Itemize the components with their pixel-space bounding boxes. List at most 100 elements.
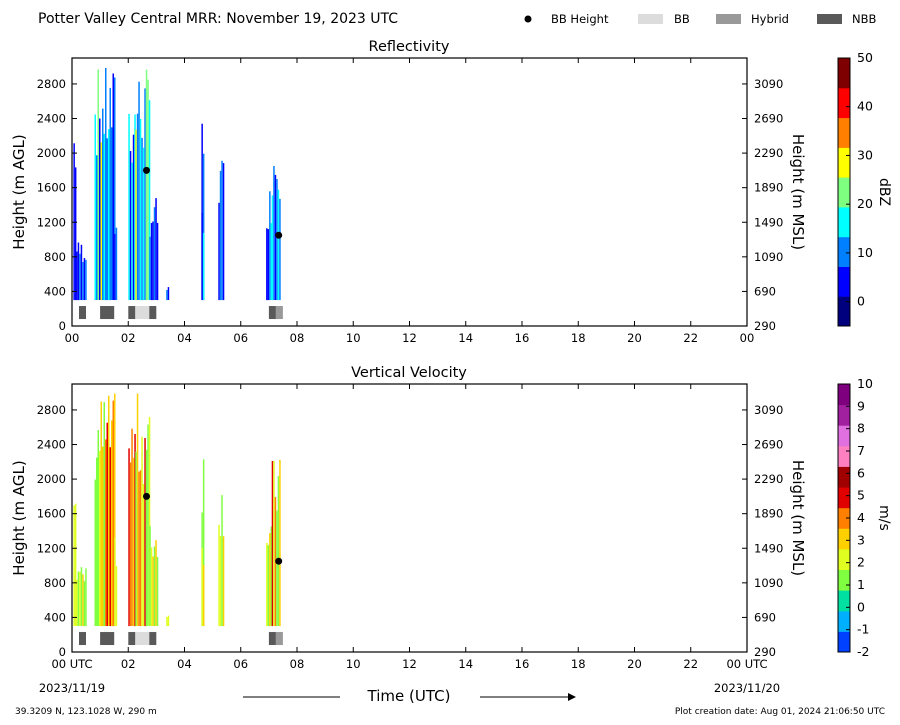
colorbar-tick-label: 2 — [857, 555, 865, 570]
legend-label-hybrid: Hybrid — [751, 12, 789, 26]
vertical-velocity-frame — [71, 383, 748, 653]
echo-strip — [83, 258, 86, 301]
bb-class-segment — [100, 306, 115, 320]
echo-strip — [145, 449, 148, 627]
echo-column — [201, 123, 205, 301]
bb-class-segment — [268, 632, 276, 646]
y-tick-right-label: 290 — [754, 319, 776, 333]
x-tick-label: 04 — [177, 331, 192, 345]
reflectivity-ylabel: Height (m AGL) — [10, 134, 28, 249]
y-tick-label: 2400 — [37, 438, 66, 452]
echo-strip — [128, 113, 130, 301]
echo-strip — [111, 127, 113, 300]
echo-strip — [202, 232, 205, 300]
vertical-velocity-axes: 00 UTC 02 04 06 08 10 12 14 16 18 20 22 00 UTC040080… — [37, 384, 783, 671]
echo-strip — [114, 77, 116, 301]
legend-label-bb-height: BB Height — [551, 12, 609, 26]
echo-strip — [76, 579, 78, 626]
y-tick-label: 0 — [59, 645, 66, 659]
echo-column — [271, 459, 281, 627]
colorbar-tick-label: 3 — [857, 532, 865, 547]
colorbar-tick-label: 0 — [857, 599, 865, 614]
y-tick-label: 2800 — [37, 77, 66, 91]
echo-column — [218, 160, 225, 301]
x-tick-label: 10 — [346, 657, 361, 671]
x-tick-label: 08 — [290, 331, 305, 345]
vertical-velocity-colorbar-label: m/s — [876, 505, 892, 531]
bb-class-segment — [268, 306, 276, 320]
echo-strip — [142, 484, 145, 627]
colorbar-segment — [838, 445, 850, 467]
x-tick-label: 16 — [515, 331, 530, 345]
vertical-velocity-plot-area — [73, 393, 283, 646]
echo-column — [94, 393, 116, 627]
echo-column — [201, 212, 205, 300]
y-tick-label: 2800 — [37, 403, 66, 417]
x-tick-label: 06 — [233, 331, 248, 345]
x-tick-label: 00 — [65, 331, 80, 345]
echo-strip — [139, 119, 142, 301]
echo-strip — [147, 424, 149, 626]
echo-column — [128, 428, 136, 627]
echo-strip — [76, 251, 78, 301]
echo-strip — [141, 436, 143, 626]
reflectivity-colorbar: 0 10 20 30 40 50 — [837, 50, 873, 327]
echo-column — [73, 503, 77, 627]
bb-height-point — [275, 231, 283, 239]
bb-class-segment — [128, 306, 136, 320]
echo-strip — [144, 88, 146, 301]
echo-strip — [106, 138, 108, 301]
echo-strip — [97, 69, 99, 301]
echo-strip — [156, 222, 159, 301]
y-tick-right-label: 690 — [754, 284, 776, 298]
bb-class-segment — [135, 632, 150, 646]
echo-strip — [103, 133, 105, 301]
colorbar-tick-label: 9 — [857, 398, 865, 413]
colorbar-tick-label: 20 — [857, 196, 873, 211]
echo-strip — [141, 137, 143, 301]
colorbar-tick-label: 10 — [857, 245, 873, 260]
colorbar-segment — [838, 487, 850, 509]
x-tick-label: 22 — [683, 331, 698, 345]
x-tick-label: 10 — [346, 331, 361, 345]
echo-strip — [218, 202, 220, 301]
reflectivity-axes: 00 02 04 06 08 10 12 14 16 18 20 22 0004008001200160… — [37, 58, 783, 345]
echo-strip — [166, 617, 168, 627]
colorbar-segment — [838, 87, 850, 119]
colorbar-tick-label: 4 — [857, 510, 865, 525]
echo-strip — [273, 166, 275, 301]
echo-strip — [114, 234, 116, 300]
echo-strip — [202, 565, 205, 626]
colorbar-segment — [838, 610, 850, 632]
echo-strip — [221, 495, 223, 627]
echo-strip — [105, 439, 107, 626]
echo-strip — [201, 123, 203, 301]
echo-strip — [102, 108, 104, 300]
echo-strip — [221, 160, 223, 301]
echo-strip — [109, 447, 111, 627]
echo-strip — [73, 143, 75, 301]
y-tick-label: 2400 — [37, 112, 66, 126]
colorbar-segment — [838, 266, 850, 297]
echo-column — [266, 526, 273, 627]
echo-column — [114, 537, 118, 627]
y-tick-right-label: 1490 — [754, 541, 783, 555]
echo-strip — [115, 227, 118, 300]
y-tick-right-label: 1090 — [754, 250, 783, 264]
echo-strip — [149, 526, 151, 627]
echo-strip — [150, 223, 153, 301]
echo-strip — [94, 114, 96, 300]
y-tick-right-label: 1090 — [754, 576, 783, 590]
echo-strip — [112, 73, 114, 300]
x-tick-label: 00 UTC — [726, 657, 767, 671]
echo-strip — [167, 287, 170, 300]
echo-column — [149, 526, 159, 627]
y-tick-right-label: 2690 — [754, 438, 783, 452]
colorbar-segment — [838, 569, 850, 591]
colorbar-segment — [838, 425, 850, 447]
echo-strip — [145, 69, 148, 301]
echo-strip — [147, 79, 149, 301]
echo-strip — [156, 557, 159, 626]
reflectivity-frame — [71, 57, 748, 327]
reflectivity-ylabel-right: Height (m MSL) — [789, 134, 807, 250]
